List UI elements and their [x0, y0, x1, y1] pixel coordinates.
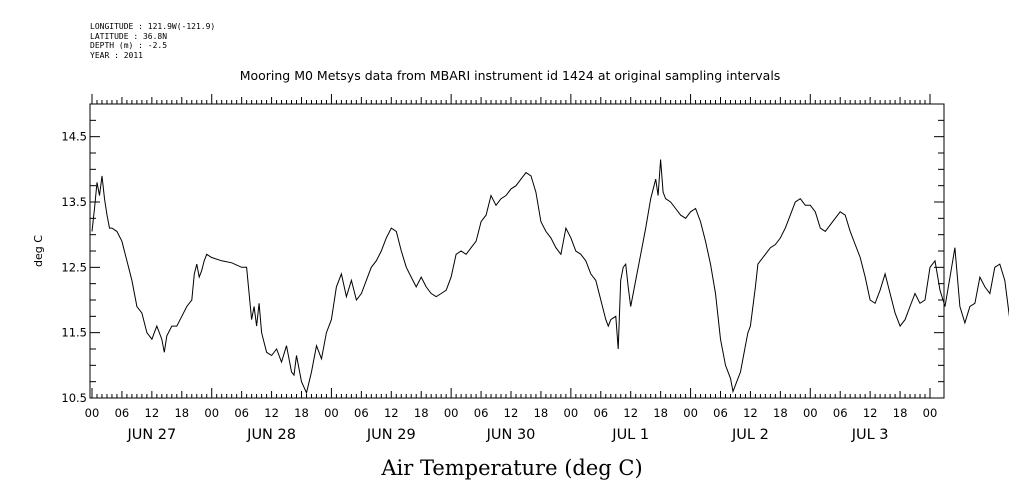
- x-tick-label: 00: [444, 406, 459, 420]
- x-tick-label: 18: [534, 406, 549, 420]
- day-label: JUL 3: [851, 427, 889, 443]
- day-label: JUN 28: [246, 427, 296, 443]
- series-line-0: [91, 159, 1009, 395]
- longitude-text: LONGITUDE : 121.9W(-121.9): [90, 22, 216, 31]
- x-tick-label: 06: [593, 406, 608, 420]
- x-tick-label: 18: [174, 406, 189, 420]
- latitude-text: LATITUDE : 36.8N: [90, 31, 168, 41]
- plot-frame: [89, 103, 945, 399]
- day-label: JUN 27: [126, 427, 176, 443]
- x-tick-label: 00: [85, 406, 100, 420]
- x-tick-label: 06: [234, 406, 249, 420]
- x-tick-label: 06: [713, 406, 728, 420]
- day-label: JUN 29: [366, 427, 416, 443]
- day-label: JUL 1: [611, 427, 649, 443]
- day-label: JUN 30: [486, 427, 536, 443]
- y-tick-label: 12.5: [61, 260, 87, 274]
- x-tick-label: 18: [294, 406, 309, 420]
- x-tick-label: 06: [115, 406, 130, 420]
- x-tick-label: 12: [145, 406, 160, 420]
- x-axis-label: Air Temperature (deg C): [380, 456, 642, 480]
- x-tick-label: 12: [743, 406, 758, 420]
- y-axis: 10.5 11.5 12.5 13.5 14.5: [61, 103, 944, 405]
- year-text: YEAR : 2011: [90, 50, 143, 60]
- metadata-block: LONGITUDE : 121.9W(-121.9) LATITUDE : 36…: [90, 22, 215, 60]
- x-tick-label: 06: [833, 406, 848, 420]
- x-tick-label: 00: [923, 406, 938, 420]
- x-tick-label: 12: [623, 406, 638, 420]
- series-group: [91, 159, 1009, 395]
- x-tick-label: 12: [264, 406, 279, 420]
- y-tick-label: 13.5: [61, 195, 87, 209]
- x-tick-label: 12: [504, 406, 519, 420]
- x-tick-label: 18: [773, 406, 788, 420]
- x-tick-label: 00: [204, 406, 219, 420]
- x-tick-label: 06: [354, 406, 369, 420]
- day-label: JUL 2: [731, 427, 769, 443]
- x-tick-label: 18: [653, 406, 668, 420]
- x-tick-label: 00: [564, 406, 579, 420]
- x-tick-label: 12: [384, 406, 399, 420]
- x-tick-label: 12: [863, 406, 878, 420]
- chart-title: Mooring M0 Metsys data from MBARI instru…: [240, 68, 781, 83]
- depth-text: DEPTH (m) : -2.5: [90, 41, 168, 51]
- x-tick-label: 00: [803, 406, 818, 420]
- y-tick-label: 10.5: [61, 391, 87, 405]
- x-tick-label: 00: [683, 406, 698, 420]
- x-tick-label: 18: [414, 406, 429, 420]
- x-axis: 00 06 12 18 00 06 12 18 00 06 12 18 00 06 12 18 00 06 12 18…: [85, 94, 938, 443]
- x-tick-label: 06: [474, 406, 489, 420]
- x-tick-label: 18: [893, 406, 908, 420]
- x-tick-label: 00: [324, 406, 339, 420]
- y-tick-label: 14.5: [61, 130, 87, 144]
- y-tick-label: 11.5: [61, 326, 87, 340]
- y-axis-label: deg C: [32, 235, 45, 267]
